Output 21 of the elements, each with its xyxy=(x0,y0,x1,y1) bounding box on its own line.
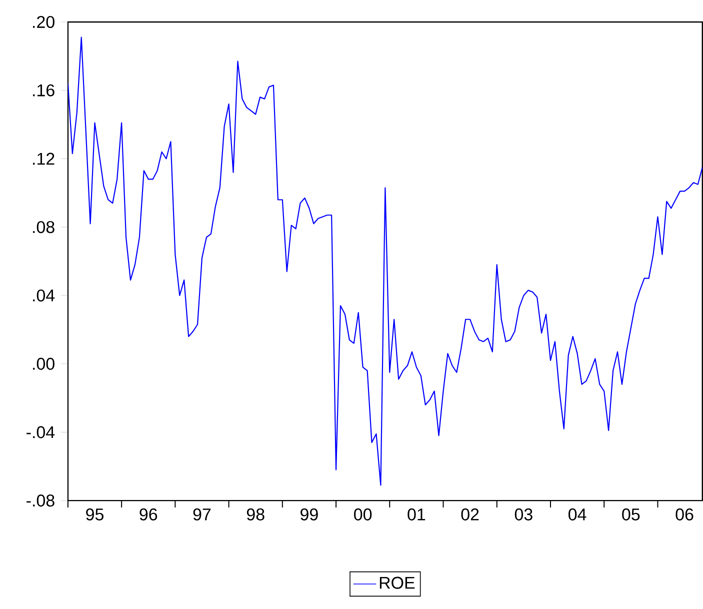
y-tick-label: -.04 xyxy=(26,426,55,438)
x-tick-label: 03 xyxy=(514,508,532,520)
y-tick-label: .08 xyxy=(33,220,54,233)
x-tick-label: 95 xyxy=(86,508,104,520)
x-tick-label: 02 xyxy=(461,508,479,520)
x-tick-label: 97 xyxy=(193,508,211,520)
y-tick-label: .04 xyxy=(33,289,55,302)
x-tick-label: 06 xyxy=(676,508,694,520)
y-tick-label: .20 xyxy=(33,16,54,28)
x-tick-label: 04 xyxy=(568,508,586,520)
x-tick-label: 01 xyxy=(408,508,426,520)
y-tick-label: .16 xyxy=(33,84,54,96)
x-tick-label: 98 xyxy=(246,508,264,520)
x-tick-label: 05 xyxy=(622,508,640,520)
x-tick-label: 99 xyxy=(300,508,318,520)
x-tick-label: 96 xyxy=(140,508,158,520)
y-tick-label: .12 xyxy=(33,152,54,164)
y-tick-label: .00 xyxy=(33,358,54,370)
x-tick-label: 00 xyxy=(354,508,372,520)
y-tick-label: -.08 xyxy=(26,494,54,506)
legend-label: ROE xyxy=(380,576,415,589)
